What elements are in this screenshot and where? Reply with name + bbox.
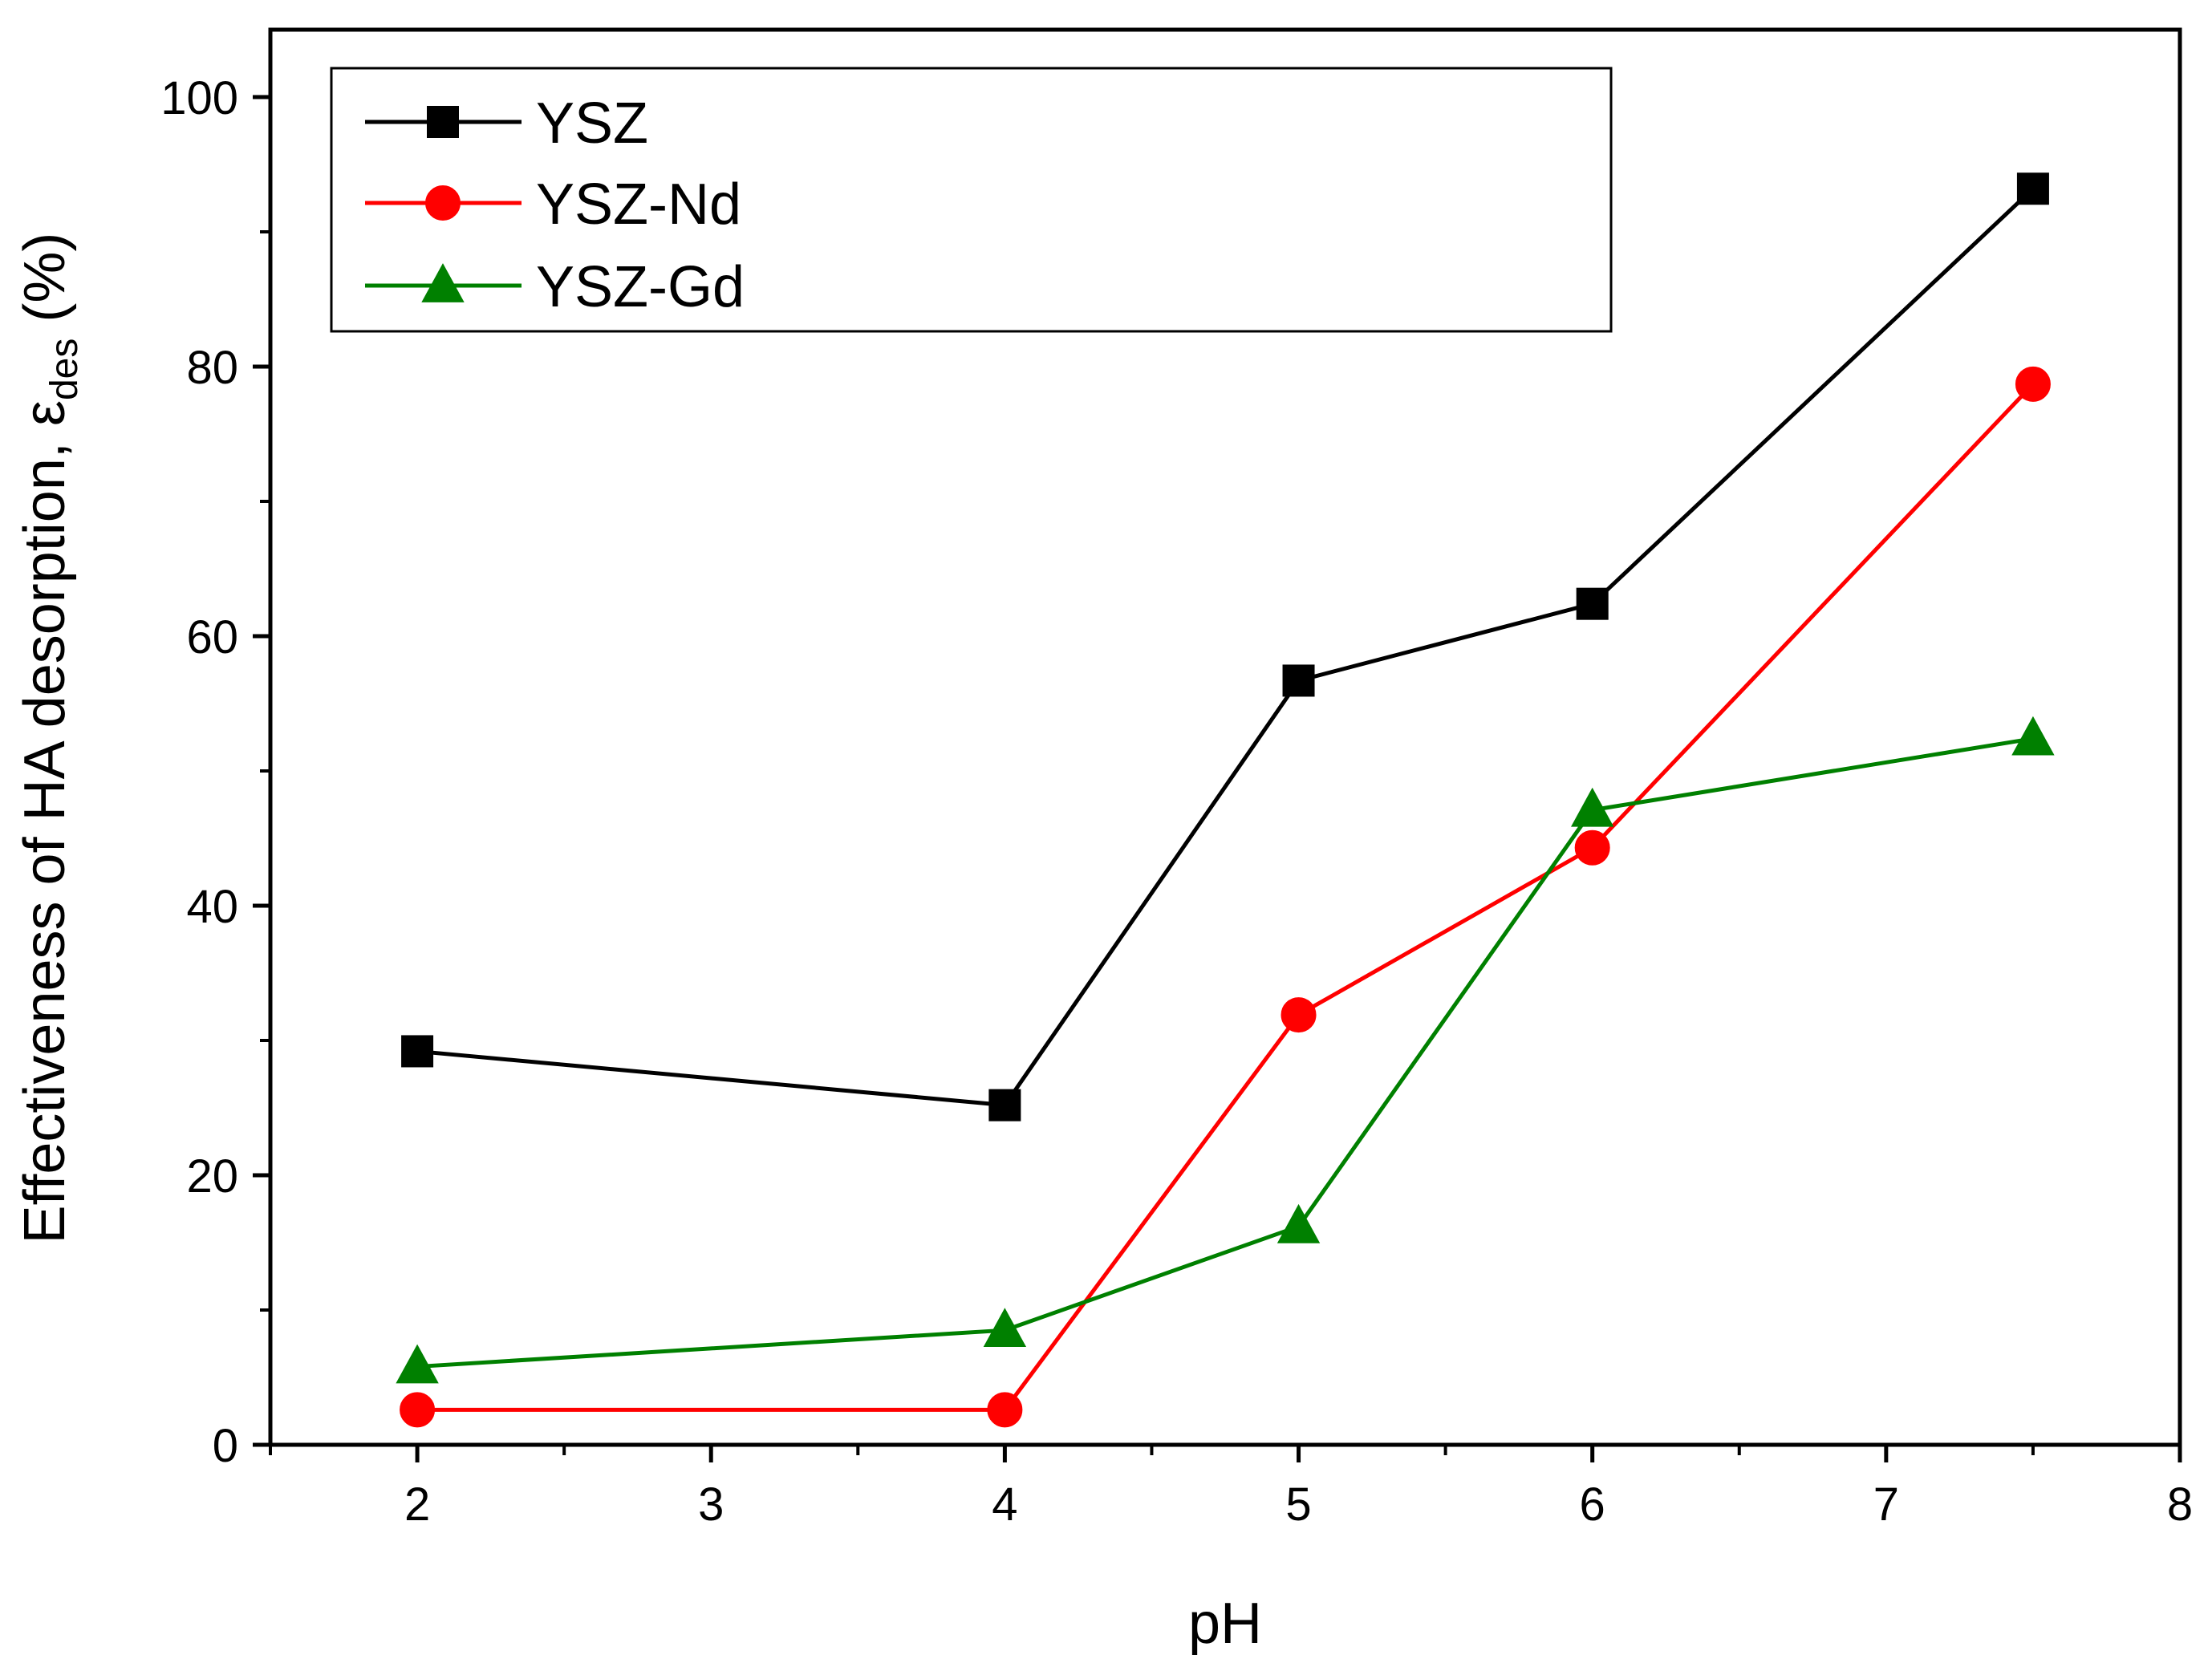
data-point-ysz-gd-2: [396, 1344, 439, 1384]
x-tick-label-7: 7: [1873, 1478, 1899, 1531]
x-tick-label-8: 8: [2167, 1478, 2193, 1531]
x-tick-label-2: 2: [404, 1478, 430, 1531]
series-ysz: [401, 172, 2049, 1122]
legend-label-ysz: YSZ: [536, 91, 648, 156]
x-axis-title: pH: [1188, 1592, 1262, 1656]
y-tick-label-60: 60: [186, 611, 238, 663]
y-tick-label-0: 0: [213, 1420, 238, 1472]
x-tick-label-5: 5: [1285, 1478, 1311, 1531]
y-axis-title-subscript: des: [43, 339, 86, 400]
data-point-ysz-nd-7.5: [2015, 366, 2051, 402]
y-tick-label-20: 20: [186, 1150, 238, 1203]
y-tick-label-100: 100: [160, 72, 238, 124]
data-point-ysz-nd-5: [1281, 997, 1317, 1033]
legend-box: [330, 67, 1613, 333]
series-layer: [396, 172, 2055, 1428]
data-point-ysz-gd-7.5: [2011, 716, 2055, 756]
data-point-ysz-5: [1282, 664, 1315, 697]
x-tick-label-3: 3: [698, 1478, 724, 1531]
x-tick-label-4: 4: [992, 1478, 1017, 1531]
legend-marker-ysz-gd: [421, 263, 465, 302]
x-tick-label-6: 6: [1580, 1478, 1605, 1531]
legend-marker-ysz: [427, 106, 459, 138]
series-line-ysz-gd: [416, 736, 2034, 1369]
legend-label-ysz-nd: YSZ-Nd: [536, 172, 741, 237]
data-point-ysz-4: [988, 1089, 1021, 1122]
data-point-ysz-gd-5: [1276, 1203, 1321, 1243]
y-axis-title: Effectiveness of HA desorption, εdes (%): [13, 233, 86, 1244]
y-axis-title-main: Effectiveness of HA desorption, ε: [13, 400, 77, 1243]
data-point-ysz-gd-4: [983, 1308, 1027, 1348]
data-point-ysz-6: [1576, 587, 1609, 620]
data-point-ysz-nd-2: [400, 1392, 436, 1428]
data-point-ysz-nd-4: [987, 1392, 1023, 1428]
data-point-ysz-gd-6: [1571, 787, 1614, 827]
data-point-ysz-7.5: [2016, 172, 2049, 205]
legend-marker-ysz-nd: [425, 185, 461, 221]
legend-label-ysz-gd: YSZ-Gd: [536, 255, 745, 319]
legend: YSZ YSZ-Nd YSZ-Gd: [330, 67, 1613, 333]
series-ysz-nd: [400, 366, 2051, 1428]
series-line-ysz-nd: [417, 383, 2035, 1412]
data-point-ysz-nd-6: [1574, 829, 1610, 866]
series-ysz-gd: [396, 716, 2055, 1384]
data-point-ysz-2: [401, 1035, 434, 1068]
plot-frame: [268, 27, 2182, 1447]
y-axis-title-suffix: (%): [13, 233, 77, 339]
y-tick-label-80: 80: [186, 342, 238, 394]
y-tick-label-40: 40: [186, 881, 238, 933]
